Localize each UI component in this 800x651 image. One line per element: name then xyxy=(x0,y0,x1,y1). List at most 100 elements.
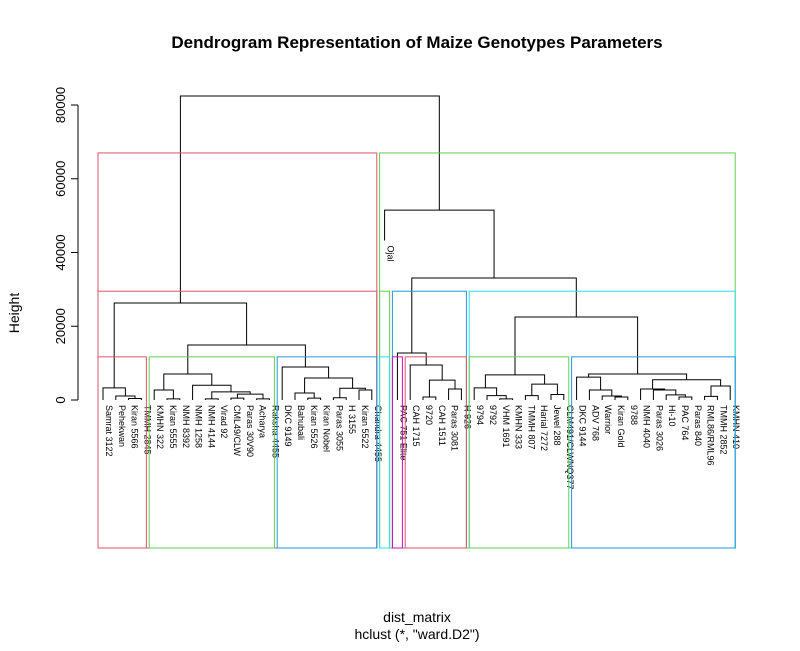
leaf-label: Kiran 5522 xyxy=(360,405,370,449)
merge-link xyxy=(588,373,688,380)
merge-link xyxy=(307,397,322,400)
y-axis-label: Height xyxy=(6,293,22,334)
leaf-label: CLM491/CLWNQ377 xyxy=(565,405,575,489)
leaf-label: Paras 3026 xyxy=(654,405,664,451)
leaf-label: 9794 xyxy=(475,405,485,425)
leaf-label: Kiran 5566 xyxy=(130,405,140,449)
merge-link xyxy=(710,385,731,400)
leaf-label: Kiran Nobel xyxy=(322,405,332,452)
merge-link xyxy=(531,383,558,396)
leaf-label: 9788 xyxy=(629,405,639,425)
merge-link xyxy=(163,373,213,391)
merge-link xyxy=(102,387,126,400)
merge-link xyxy=(384,209,495,278)
y-tick-label: 40000 xyxy=(53,234,68,270)
leaf-label: CAH 1715 xyxy=(411,405,421,447)
merge-link xyxy=(230,397,245,400)
leaf-label: 9720 xyxy=(424,405,434,425)
leaf-label: PAC 764 xyxy=(680,405,690,440)
merge-link xyxy=(652,389,677,400)
leaf-label: KMHN 322 xyxy=(155,405,165,449)
merge-link xyxy=(640,388,666,400)
merge-link xyxy=(514,316,639,375)
y-tick-label: 80000 xyxy=(53,87,68,123)
leaf-label: Paras 840 xyxy=(693,405,703,446)
cluster-rect xyxy=(148,356,275,549)
leaf-label: DKC 9144 xyxy=(578,405,588,447)
cluster-rect xyxy=(97,356,147,549)
x-axis-label: dist_matrix xyxy=(383,609,451,625)
leaf-label: CML49/CLW xyxy=(232,405,242,456)
merge-link xyxy=(294,392,315,400)
leaf-label: Hi-10 xyxy=(667,405,677,427)
leaf-label: H 3155 xyxy=(347,405,357,434)
merge-link xyxy=(256,398,270,400)
leaf-label: CAH 1511 xyxy=(437,405,447,446)
leaf-label: KMHN 410 xyxy=(731,405,741,449)
leaf-label: PAC 751 Elite xyxy=(398,405,408,460)
merge-link xyxy=(422,396,437,400)
leaf-label: Jewel 288 xyxy=(552,405,562,446)
merge-link xyxy=(473,387,498,400)
leaf-label: Raksha 4455 xyxy=(270,405,280,458)
merge-link xyxy=(484,374,546,388)
leaf-label: NMH 1258 xyxy=(194,405,204,448)
y-tick-label: 0 xyxy=(53,396,68,403)
cluster-rect xyxy=(391,356,403,549)
x-axis-sublabel: hclust (*, "ward.D2") xyxy=(354,626,479,642)
merge-link xyxy=(499,398,514,400)
leaf-label: Warrior xyxy=(603,405,613,434)
leaf-label: TMMH 2852 xyxy=(718,405,728,455)
leaf-label: Chandra 4455 xyxy=(373,405,383,462)
merge-link xyxy=(358,389,373,400)
merge-link xyxy=(448,388,462,400)
merge-link xyxy=(281,366,330,400)
merge-link xyxy=(187,344,306,375)
leaf-label: KMHN 333 xyxy=(514,405,524,449)
leaf-label: NMH 4040 xyxy=(642,405,652,448)
leaf-label: Kiran Gold xyxy=(616,405,626,448)
merge-link xyxy=(601,395,622,400)
merge-link xyxy=(704,395,718,400)
leaf-label: NMH 4144 xyxy=(206,405,216,448)
cluster-rect xyxy=(379,356,391,549)
chart-title: Dendrogram Representation of Maize Genot… xyxy=(171,33,662,52)
y-tick-label: 60000 xyxy=(53,161,68,197)
leaf-label: 9792 xyxy=(488,405,498,425)
leaf-label: RML86/RML96 xyxy=(706,405,716,466)
leaf-label: ADV 768 xyxy=(590,405,600,441)
merge-link xyxy=(128,398,142,400)
merge-link xyxy=(179,95,440,304)
merge-link xyxy=(678,396,693,400)
leaf-label: Paras 3055 xyxy=(334,405,344,451)
merge-link xyxy=(550,393,565,400)
merge-link xyxy=(588,389,613,400)
leaf-label: Pehekwan xyxy=(117,405,127,447)
cluster-rect xyxy=(276,356,378,549)
merge-link xyxy=(113,302,248,388)
cluster-rect xyxy=(571,356,736,549)
y-tick-label: 20000 xyxy=(53,308,68,344)
leaf-label: VHM 1691 xyxy=(501,405,511,448)
merge-link xyxy=(576,376,602,400)
leaf-label: Samrat 3122 xyxy=(104,405,114,457)
merge-link xyxy=(332,397,347,400)
leaf-label: Kiran 5555 xyxy=(168,405,178,449)
merge-link xyxy=(396,352,427,400)
leaf-label: Bahubali xyxy=(296,405,306,440)
merge-link xyxy=(409,364,443,400)
merge-link xyxy=(614,396,629,400)
merge-link xyxy=(304,377,354,393)
leaf-label: DKC 9149 xyxy=(283,405,293,447)
cluster-rect xyxy=(379,152,736,549)
merge-link xyxy=(652,379,722,389)
merge-link xyxy=(204,398,219,400)
merge-link xyxy=(166,398,181,400)
leaf-label: Ojal xyxy=(386,245,396,261)
cluster-rect xyxy=(97,152,378,549)
leaf-label: Harial 7272 xyxy=(539,405,549,451)
leaf-label: TMMH 807 xyxy=(526,405,536,450)
merge-link xyxy=(211,391,251,399)
